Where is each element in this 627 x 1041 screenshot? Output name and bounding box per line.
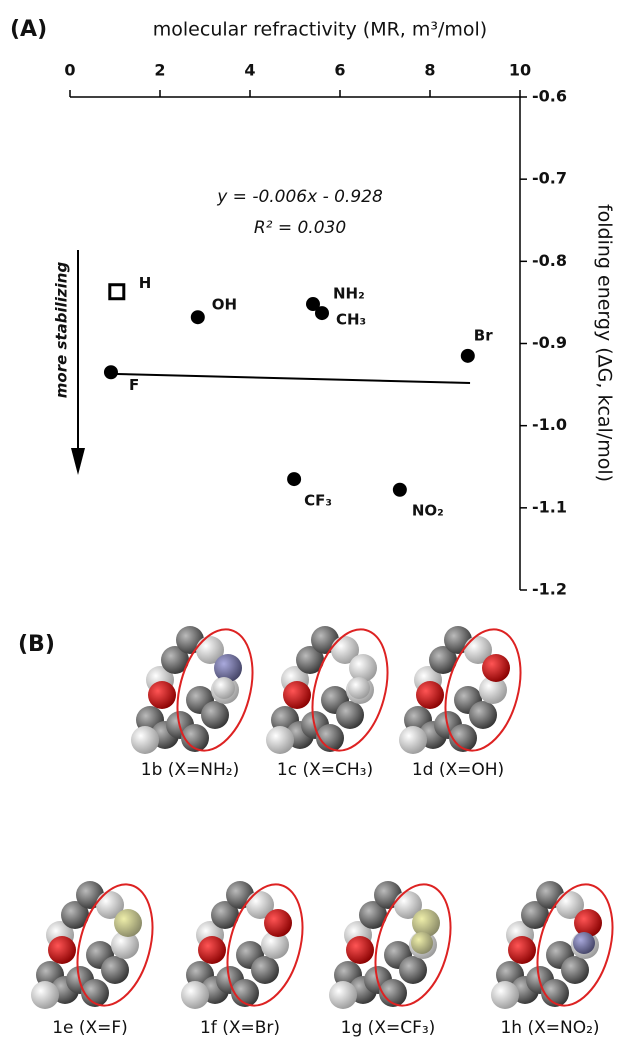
- oxygen-atom: [508, 936, 536, 964]
- point: [315, 306, 329, 320]
- y-tick-label: -0.6: [532, 87, 567, 106]
- atom: [266, 726, 294, 754]
- x-tick-label: 4: [244, 61, 255, 80]
- atom: [131, 726, 159, 754]
- atom: [329, 981, 357, 1009]
- atom: [101, 956, 129, 984]
- molecule-caption: 1d (X=OH): [412, 760, 504, 780]
- point-label: OH: [212, 296, 237, 314]
- oxygen-atom: [346, 936, 374, 964]
- x-tick-label: 10: [509, 61, 531, 80]
- molecule: [399, 621, 533, 759]
- figure: (A) molecular refractivity (MR, m³/mol) …: [0, 0, 627, 1041]
- point: [110, 285, 124, 299]
- atom: [561, 956, 589, 984]
- substituent-atom: [482, 654, 510, 682]
- molecule: [266, 621, 400, 759]
- atom: [181, 981, 209, 1009]
- substituent-atom: [348, 677, 370, 699]
- point-label: NH₂: [333, 285, 365, 303]
- y-tick-label: -1.0: [532, 415, 567, 434]
- y-axis-title: folding energy (ΔG, kcal/mol): [594, 204, 616, 482]
- substituent-atom: [114, 909, 142, 937]
- molecule-caption: 1b (X=NH₂): [141, 760, 239, 780]
- point: [287, 472, 301, 486]
- atom: [469, 701, 497, 729]
- trend-line: [112, 374, 470, 383]
- y-tick-label: -0.8: [532, 251, 567, 270]
- x-tick-label: 6: [334, 61, 345, 80]
- atom: [491, 981, 519, 1009]
- oxygen-atom: [198, 936, 226, 964]
- point-label: F: [129, 376, 139, 394]
- panel-label: (A): [10, 17, 47, 42]
- y-tick-label: -1.1: [532, 497, 567, 516]
- y-tick-label: -0.9: [532, 333, 567, 352]
- y-tick-label: -1.2: [532, 580, 567, 599]
- molecule: [181, 876, 315, 1014]
- oxygen-atom: [48, 936, 76, 964]
- x-tick-label: 0: [64, 61, 75, 80]
- molecule-caption: 1f (X=Br): [200, 1018, 280, 1038]
- point-label: Br: [474, 326, 493, 344]
- point: [104, 365, 118, 379]
- point: [393, 483, 407, 497]
- molecule: [491, 876, 625, 1014]
- molecule: [131, 621, 265, 759]
- point-label: CH₃: [336, 311, 366, 329]
- point-label: CF₃: [304, 492, 332, 510]
- annotation: more stabilizing: [53, 262, 71, 399]
- molecule: [329, 876, 463, 1014]
- oxygen-atom: [283, 681, 311, 709]
- substituent-atom: [573, 932, 595, 954]
- point: [191, 310, 205, 324]
- molecule-caption: 1h (X=NO₂): [500, 1018, 599, 1038]
- oxygen-atom: [416, 681, 444, 709]
- substituent-atom: [264, 909, 292, 937]
- atom: [399, 956, 427, 984]
- arrow-head: [71, 448, 85, 475]
- point-label: NO₂: [412, 501, 444, 519]
- atom: [251, 956, 279, 984]
- substituent-atom: [213, 677, 235, 699]
- point-label: H: [139, 274, 152, 292]
- atom: [336, 701, 364, 729]
- x-axis-title: molecular refractivity (MR, m³/mol): [153, 19, 487, 41]
- molecule-caption: 1e (X=F): [52, 1018, 128, 1038]
- molecule-caption: 1c (X=CH₃): [277, 760, 373, 780]
- x-tick-label: 2: [154, 61, 165, 80]
- y-tick-label: -0.7: [532, 169, 567, 188]
- oxygen-atom: [148, 681, 176, 709]
- atom: [399, 726, 427, 754]
- x-tick-label: 8: [424, 61, 435, 80]
- molecule-caption: 1g (X=CF₃): [341, 1018, 436, 1038]
- point: [461, 349, 475, 363]
- atom: [31, 981, 59, 1009]
- molecule: [31, 876, 165, 1014]
- substituent-atom: [411, 932, 433, 954]
- panel-label: (B): [18, 632, 55, 657]
- r-squared: R² = 0.030: [254, 218, 346, 238]
- equation: y = -0.006x - 0.928: [216, 187, 383, 207]
- atom: [201, 701, 229, 729]
